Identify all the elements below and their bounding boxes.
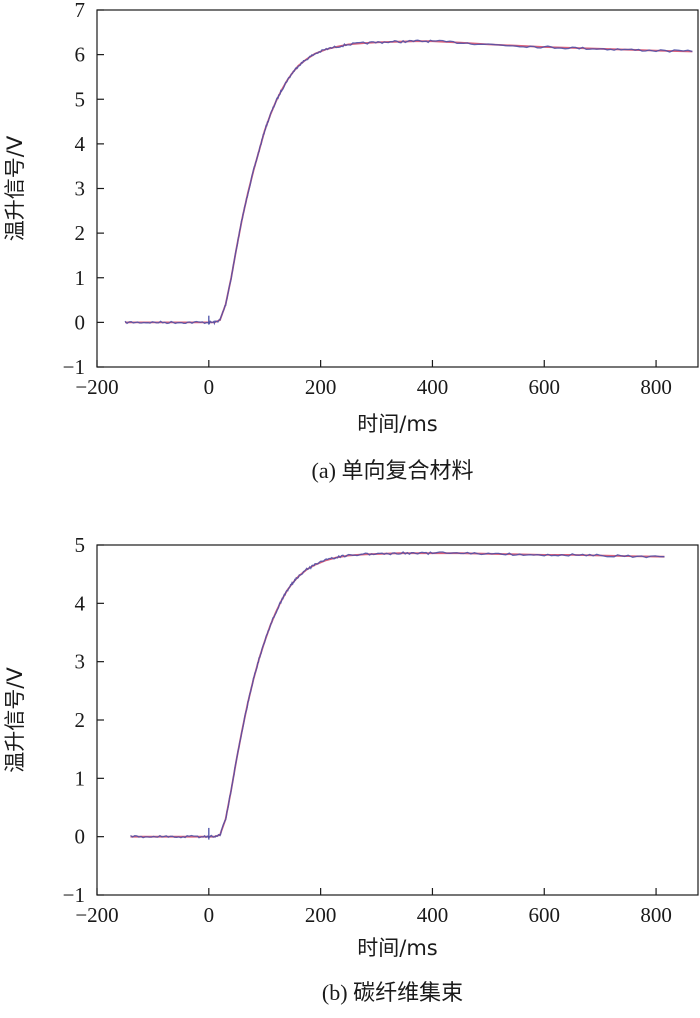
y-tick-label: 5 [75, 87, 86, 111]
y-tick-label: 4 [75, 132, 86, 156]
x-axis-title: 时间/ms [357, 936, 437, 960]
x-tick-label: 0 [204, 903, 215, 927]
x-tick-label: 400 [417, 375, 449, 399]
y-tick-label: 4 [75, 591, 86, 615]
y-tick-label: 2 [75, 708, 86, 732]
x-tick-label: 800 [640, 375, 672, 399]
y-tick-label: 2 [75, 221, 86, 245]
panel-caption: (a) 单向复合材料 [312, 458, 474, 483]
x-tick-label: 200 [305, 375, 337, 399]
chart-panel-b: −1 0 1 2 3 4 5 −200 0 200 400 600 800 时间/ms 温升信号/V (b) … [3, 533, 699, 1005]
y-tick-label: −1 [63, 883, 85, 907]
fit-curve [125, 40, 693, 324]
plot-frame [96, 9, 699, 368]
x-tick-label: 600 [529, 903, 561, 927]
chart-panel-a: −1 0 1 2 3 4 5 6 7 −200 0 200 400 600 800 时间/ms 温升信号/V (a… [3, 0, 699, 483]
y-tick-label: 6 [75, 43, 86, 67]
y-tick-label: 0 [75, 310, 86, 334]
y-tick-label: 5 [75, 533, 86, 557]
y-tick-label: −1 [63, 355, 85, 379]
x-tick-label: −200 [75, 903, 118, 927]
y-axis-title: 温升信号/V [3, 667, 27, 773]
x-axis-title: 时间/ms [357, 412, 437, 436]
x-tick-label: 600 [529, 375, 561, 399]
y-tick-label: 1 [75, 766, 86, 790]
measured-signal-line [124, 39, 693, 326]
y-tick-label: 1 [75, 266, 86, 290]
x-tick-label: −200 [75, 375, 118, 399]
y-tick-label: 0 [75, 825, 86, 849]
y-tick-label: 3 [75, 177, 86, 201]
x-tick-label: 400 [417, 903, 449, 927]
y-tick-label: 7 [75, 0, 86, 22]
plot-frame [96, 544, 699, 896]
measured-signal-line [130, 551, 665, 839]
fit-curve [130, 552, 665, 838]
panel-caption: (b) 碳纤维集束 [322, 980, 463, 1005]
x-tick-label: 0 [204, 375, 215, 399]
x-tick-label: 200 [305, 903, 337, 927]
y-tick-label: 3 [75, 650, 86, 674]
x-tick-label: 800 [640, 903, 672, 927]
y-axis-title: 温升信号/V [3, 135, 27, 241]
